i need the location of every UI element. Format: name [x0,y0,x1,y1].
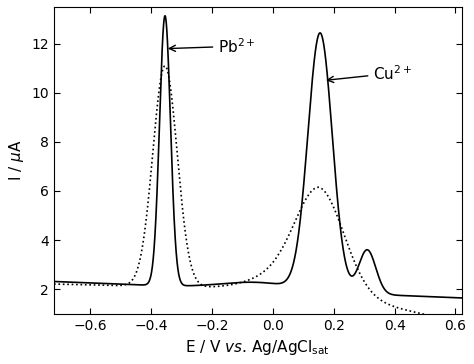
Text: Cu$^{2+}$: Cu$^{2+}$ [328,64,412,83]
Text: Pb$^{2+}$: Pb$^{2+}$ [169,37,256,56]
X-axis label: E / V $\it{vs}$. Ag/AgCl$_\mathregular{sat}$: E / V $\it{vs}$. Ag/AgCl$_\mathregular{s… [185,338,330,357]
Y-axis label: I / $\mu$A: I / $\mu$A [7,140,26,181]
